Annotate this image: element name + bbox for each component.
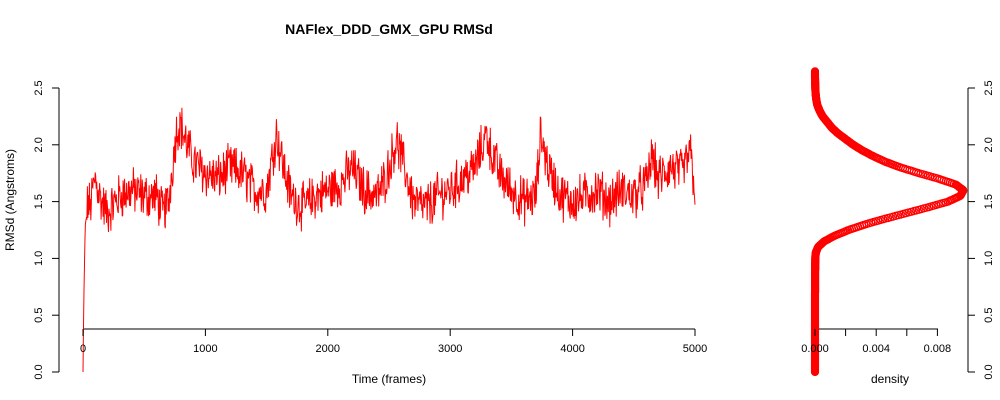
x-tick-label: 3000 xyxy=(438,343,462,355)
x-tick-label: 5000 xyxy=(683,343,707,355)
density-x-tick-label: 0.000 xyxy=(801,343,829,355)
x-tick-label: 1000 xyxy=(193,343,217,355)
y-tick-label: 0.0 xyxy=(33,364,45,379)
main-plot: 0 1000 2000 3000 4000 5000 0.0 0.5 1.0 1.5 2.0 2.5… xyxy=(3,80,707,386)
y-tick-label: 2.0 xyxy=(33,137,45,152)
x-tick-label: 0 xyxy=(80,343,86,355)
density-x-tick-label: 0.004 xyxy=(862,343,890,355)
x-tick-label: 4000 xyxy=(560,343,584,355)
density-y-tick-label: 2.5 xyxy=(983,80,995,95)
y-tick-label: 2.5 xyxy=(33,80,45,95)
density-y-tick-label: 0.0 xyxy=(983,364,995,379)
density-y-tick-label: 2.0 xyxy=(983,137,995,152)
density-y-tick-label: 1.5 xyxy=(983,194,995,209)
rmsd-series-line xyxy=(82,107,696,373)
chart-title: NAFlex_DDD_GMX_GPU RMSd xyxy=(285,21,493,37)
y-axis-label: RMSd (Angstroms) xyxy=(3,149,17,251)
density-x-tick-label: 0.008 xyxy=(924,343,952,355)
y-tick-label: 1.5 xyxy=(33,194,45,209)
x-tick-label: 2000 xyxy=(316,343,340,355)
density-x-axis-label: density xyxy=(871,372,909,386)
density-point xyxy=(810,67,820,76)
density-y-tick-label: 0.5 xyxy=(983,308,995,323)
x-axis-label: Time (frames) xyxy=(352,372,426,386)
y-tick-label: 0.5 xyxy=(33,308,45,323)
density-y-tick-label: 1.0 xyxy=(983,251,995,266)
y-tick-label: 1.0 xyxy=(33,251,45,266)
density-plot: 0.000 0.004 0.008 0.0 0.5 1.0 1.5 2.0 2.5 densi… xyxy=(801,67,995,386)
